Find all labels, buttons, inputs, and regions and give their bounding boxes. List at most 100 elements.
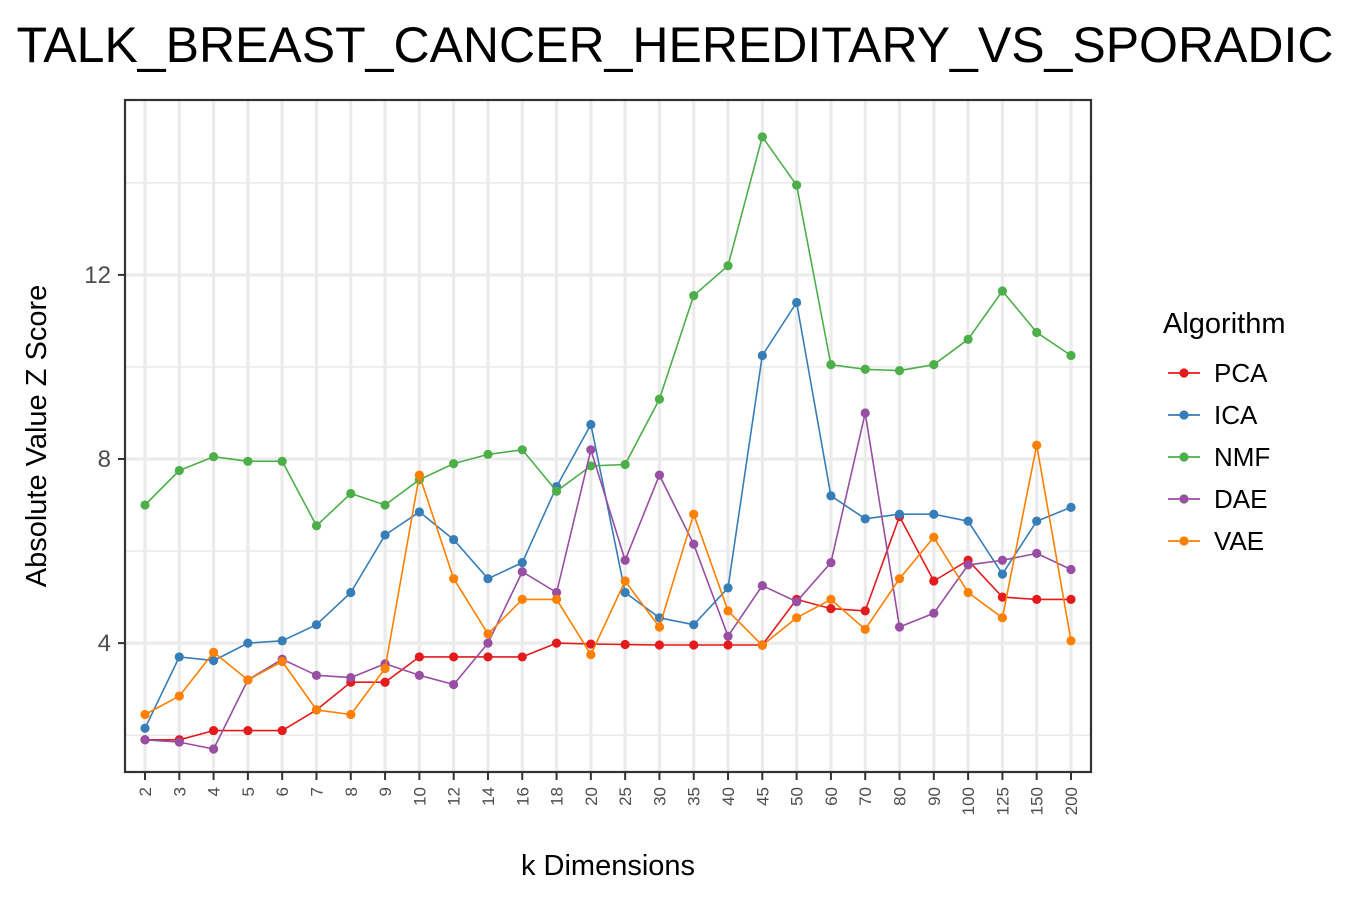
y-axis-title: Absolute Value Z Score xyxy=(21,285,53,588)
data-point-ica xyxy=(723,583,733,593)
data-point-ica xyxy=(311,620,322,630)
data-point-vae xyxy=(311,705,322,715)
data-point-vae xyxy=(1066,636,1076,646)
data-point-ica xyxy=(208,656,219,666)
data-point-vae xyxy=(586,650,596,660)
x-tick-label: 8 xyxy=(342,787,361,796)
data-point-nmf xyxy=(1066,350,1076,361)
data-point-nmf xyxy=(654,394,665,404)
data-point-pca xyxy=(826,604,836,614)
data-point-nmf xyxy=(586,461,596,471)
data-point-ica xyxy=(140,723,150,733)
series-line-dae xyxy=(144,412,1072,750)
x-tick-label: 35 xyxy=(685,787,704,806)
data-point-nmf xyxy=(277,456,287,466)
data-point-ica xyxy=(792,297,802,308)
x-axis: 2 3 4 5 6 7 8 9 10 12 14 16 18 20 25 30 35 40 45 50 60 70 80 90… xyxy=(136,772,1081,815)
legend-item-pca: PCA xyxy=(1168,358,1268,388)
legend-key-point xyxy=(1179,410,1189,420)
data-point-ica xyxy=(380,530,390,540)
y-tick-label: 8 xyxy=(98,446,111,473)
data-point-nmf xyxy=(792,180,802,190)
x-tick-label: 2 xyxy=(136,787,155,796)
legend-items: PCA ICA NMF DAE VAE xyxy=(1168,358,1270,556)
x-axis-title: k Dimensions xyxy=(521,850,695,882)
legend-item-nmf: NMF xyxy=(1168,442,1270,472)
legend-label: DAE xyxy=(1214,484,1267,514)
data-point-dae xyxy=(894,622,905,632)
x-tick-label: 20 xyxy=(582,787,601,806)
series-dae xyxy=(140,408,1076,754)
data-point-pca xyxy=(929,576,939,586)
x-tick-label: 12 xyxy=(445,787,464,806)
data-point-vae xyxy=(689,509,699,519)
x-tick-label: 200 xyxy=(1062,787,1081,815)
y-tick-label: 12 xyxy=(84,262,111,289)
data-point-nmf xyxy=(689,291,699,301)
data-point-dae xyxy=(1032,548,1042,558)
data-point-vae xyxy=(620,576,630,586)
legend-item-vae: VAE xyxy=(1168,526,1264,556)
data-point-vae xyxy=(277,656,287,667)
x-tick-label: 30 xyxy=(650,787,669,806)
x-tick-label: 80 xyxy=(891,787,910,806)
data-point-vae xyxy=(243,675,253,685)
data-point-dae xyxy=(723,631,733,641)
data-point-vae xyxy=(208,647,219,657)
grid-minor-lines xyxy=(125,182,1091,736)
data-point-pca xyxy=(1032,594,1042,604)
data-point-vae xyxy=(757,640,767,651)
data-point-ica xyxy=(929,509,939,519)
x-tick-label: 125 xyxy=(993,787,1012,815)
data-point-ica xyxy=(826,491,836,501)
data-point-dae xyxy=(792,597,802,607)
data-point-nmf xyxy=(208,452,219,462)
data-point-vae xyxy=(997,613,1008,623)
data-point-pca xyxy=(723,640,733,650)
data-point-nmf xyxy=(449,459,459,469)
data-point-pca xyxy=(551,638,562,648)
data-point-dae xyxy=(654,470,665,480)
data-point-dae xyxy=(929,608,939,618)
data-point-dae xyxy=(689,539,699,549)
data-point-dae xyxy=(208,744,219,754)
y-axis: 4 8 12 xyxy=(84,262,125,657)
data-point-vae xyxy=(140,709,150,720)
data-point-vae xyxy=(1032,440,1042,450)
data-point-dae xyxy=(997,555,1008,565)
data-point-dae xyxy=(311,670,322,680)
y-tick-label: 4 xyxy=(98,630,111,657)
x-tick-label: 16 xyxy=(513,787,532,806)
series-ica xyxy=(140,297,1076,733)
data-point-ica xyxy=(997,569,1008,579)
legend-key-point xyxy=(1179,536,1189,546)
x-tick-label: 18 xyxy=(548,787,567,806)
data-point-vae xyxy=(551,594,562,604)
data-point-dae xyxy=(860,408,870,418)
legend-item-ica: ICA xyxy=(1168,400,1258,430)
data-point-nmf xyxy=(140,500,150,510)
data-point-pca xyxy=(277,725,287,736)
data-point-ica xyxy=(346,587,356,598)
data-point-nmf xyxy=(826,360,836,370)
data-point-dae xyxy=(174,737,184,747)
legend-label: PCA xyxy=(1214,358,1268,388)
data-point-ica xyxy=(277,636,287,646)
x-tick-label: 45 xyxy=(753,787,772,806)
data-point-nmf xyxy=(894,366,905,376)
data-point-ica xyxy=(483,574,493,584)
data-point-pca xyxy=(586,639,596,649)
data-point-dae xyxy=(826,557,836,568)
x-tick-label: 3 xyxy=(170,787,189,796)
data-point-vae xyxy=(414,470,424,480)
data-point-ica xyxy=(757,350,767,361)
x-tick-label: 6 xyxy=(273,787,292,796)
data-point-nmf xyxy=(551,486,562,496)
x-tick-label: 70 xyxy=(856,787,875,806)
series-layer xyxy=(140,132,1076,754)
data-point-vae xyxy=(517,594,527,604)
data-point-ica xyxy=(174,652,184,662)
data-point-dae xyxy=(757,580,767,591)
legend-label: VAE xyxy=(1214,526,1264,556)
data-point-pca xyxy=(243,725,253,736)
